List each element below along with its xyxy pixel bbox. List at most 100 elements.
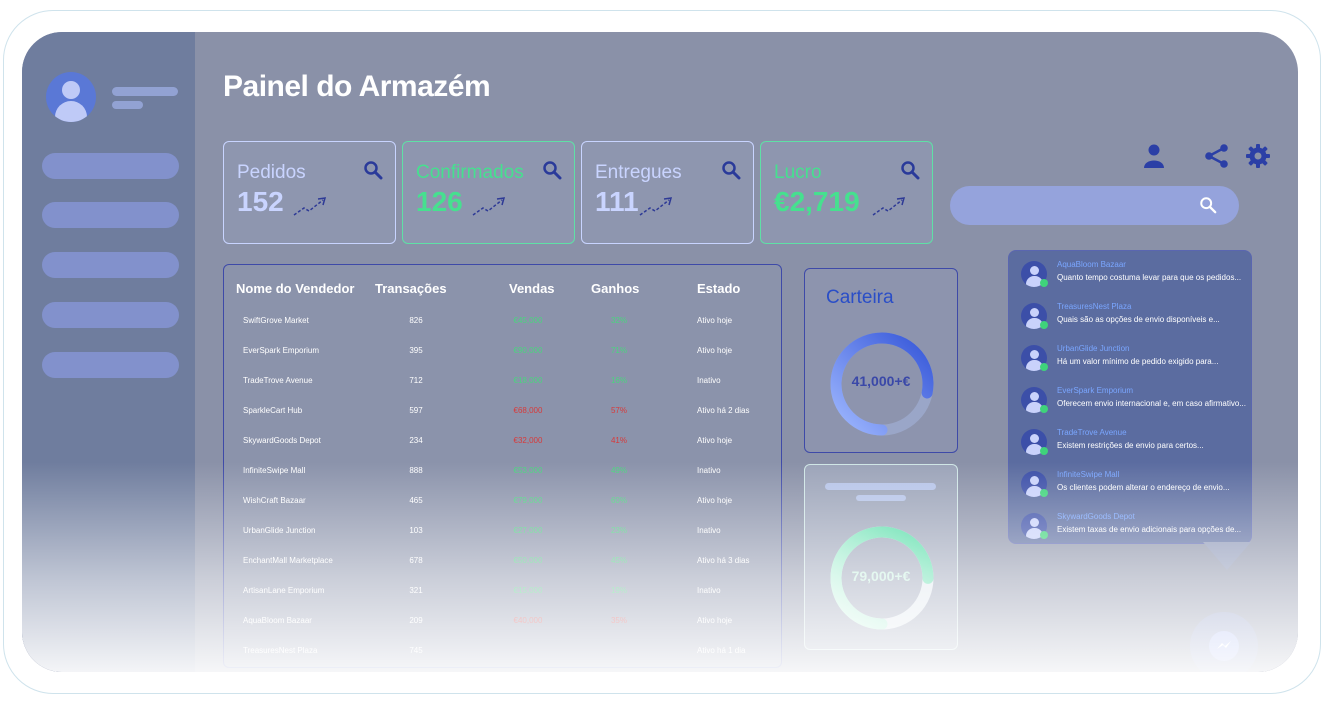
contact-avatar [1021, 429, 1047, 455]
table-row[interactable]: ArtisanLane Emporium 321 €15,000 19% Inativo [224, 577, 781, 607]
trend-up-icon [872, 197, 906, 216]
transactions-cell: 712 [409, 376, 423, 385]
transactions-cell: 234 [409, 436, 423, 445]
gear-icon[interactable] [1245, 143, 1271, 169]
vendor-name: TradeTrove Avenue [243, 376, 313, 385]
stat-card-delivered[interactable]: Entregues 111 [581, 141, 754, 244]
dashboard-window: Painel do Armazém Pedidos 152 Confirmado… [22, 32, 1298, 672]
transactions-cell: 465 [409, 496, 423, 505]
stat-value: €2,719 [774, 186, 860, 217]
table-row[interactable]: EnchantMall Marketplace 678 €50,000 45% Ativ… [224, 547, 781, 577]
chat-item[interactable]: AquaBloom Bazaar Quanto tempo costuma lev… [1009, 251, 1251, 293]
sales-cell: €68,000 [513, 406, 543, 415]
sales-cell: €18,000 [513, 376, 543, 385]
avatar-head [1030, 266, 1039, 275]
trend-up-icon [639, 197, 673, 216]
status-cell: Inativo [697, 526, 721, 535]
search-icon[interactable] [1199, 196, 1217, 214]
search-input[interactable] [950, 186, 1239, 225]
column-header-gains[interactable]: Ganhos [591, 281, 640, 296]
share-icon[interactable] [1204, 143, 1230, 169]
sales-cell: €79,000 [513, 496, 543, 505]
table-row[interactable]: SparkleCart Hub 597 €68,000 57% Ativo há 2 d… [224, 397, 781, 427]
chat-item[interactable]: EverSpark Emporium Oferecem envio interna… [1009, 377, 1251, 419]
user-icon[interactable] [1141, 143, 1167, 169]
column-header-transactions[interactable]: Transações [375, 281, 447, 296]
transactions-cell: 395 [409, 346, 423, 355]
chat-contact-name: EverSpark Emporium [1057, 386, 1134, 395]
column-header-sales[interactable]: Vendas [509, 281, 555, 296]
vendor-name: SkywardGoods Depot [243, 436, 321, 445]
status-cell: Ativo hoje [697, 316, 733, 325]
table-row[interactable]: EverSpark Emporium 395 €90,000 71% Ativo hoj… [224, 337, 781, 367]
table-row[interactable]: AquaBloom Bazaar 209 €40,000 35% Ativo hoje [224, 607, 781, 637]
vendor-name: InfiniteSwipe Mall [243, 466, 306, 475]
main-content: Painel do Armazém Pedidos 152 Confirmado… [195, 32, 1298, 672]
gains-cell: 49% [610, 466, 627, 475]
sidebar-item-4[interactable] [42, 302, 179, 328]
stat-card-profit[interactable]: Lucro €2,719 [760, 141, 933, 244]
search-icon[interactable] [542, 160, 562, 180]
status-cell: Ativo há 2 dias [697, 406, 750, 415]
messenger-button[interactable] [1190, 612, 1258, 672]
status-cell: Inativo [697, 586, 721, 595]
column-header-status[interactable]: Estado [697, 281, 741, 296]
sidebar [22, 32, 195, 672]
avatar-head [1030, 392, 1039, 401]
chat-list: AquaBloom Bazaar Quanto tempo costuma lev… [1008, 250, 1252, 544]
sidebar-item-5[interactable] [42, 352, 179, 378]
vendor-name: EnchantMall Marketplace [243, 556, 333, 565]
column-header-vendor[interactable]: Nome do Vendedor [236, 281, 355, 296]
chat-item[interactable]: TradeTrove Avenue Existem restrições de e… [1009, 419, 1251, 461]
messenger-icon [1209, 631, 1239, 661]
stat-card-orders[interactable]: Pedidos 152 [223, 141, 396, 244]
table-row[interactable]: TreasuresNest Plaza 745 Ativo há 1 dia [224, 637, 781, 667]
table-row[interactable]: SkywardGoods Depot 234 €32,000 41% Ativo hoj… [224, 427, 781, 457]
avatar-body [1026, 444, 1043, 455]
search-icon[interactable] [363, 160, 383, 180]
avatar-body [1026, 360, 1043, 371]
gains-cell: 23% [610, 526, 627, 535]
chat-item[interactable]: InfiniteSwipe Mall Os clientes podem alte… [1009, 461, 1251, 503]
sales-cell: €15,000 [513, 586, 543, 595]
profile-avatar[interactable] [46, 72, 96, 122]
gains-cell: 45% [610, 556, 627, 565]
chat-panel-tail [1203, 542, 1251, 570]
avatar-head [62, 81, 80, 99]
gains-cell: 35% [610, 616, 627, 625]
table-row[interactable]: SwiftGrove Market 826 €45,000 32% Ativo hoje [224, 307, 781, 337]
card-subtitle-placeholder [856, 495, 906, 501]
chat-message-preview: Existem restrições de envio para certos.… [1057, 441, 1204, 450]
chat-item[interactable]: SkywardGoods Depot Existem taxas de envio… [1009, 503, 1251, 545]
table-row[interactable]: WishCraft Bazaar 465 €79,000 60% Ativo hoje [224, 487, 781, 517]
sidebar-item-1[interactable] [42, 153, 179, 179]
status-cell: Inativo [697, 376, 721, 385]
sidebar-item-2[interactable] [42, 202, 179, 228]
wallet-title: Carteira [826, 287, 894, 308]
vendor-name: EverSpark Emporium [243, 346, 320, 355]
chat-item[interactable]: TreasuresNest Plaza Quais são as opções d… [1009, 293, 1251, 335]
page-title: Painel do Armazém [223, 70, 491, 103]
sales-cell: €32,000 [513, 436, 543, 445]
chat-item[interactable]: UrbanGlide Junction Há um valor mínimo de… [1009, 335, 1251, 377]
chat-contact-name: AquaBloom Bazaar [1057, 260, 1126, 269]
profile-name-placeholder [112, 87, 178, 96]
stat-label: Confirmados [416, 162, 524, 183]
online-status-dot [1040, 531, 1048, 539]
chat-message-preview: Quanto tempo costuma levar para que os p… [1057, 273, 1242, 282]
search-icon[interactable] [900, 160, 920, 180]
chat-message-preview: Oferecem envio internacional e, em caso … [1057, 399, 1246, 408]
online-status-dot [1040, 279, 1048, 287]
status-cell: Ativo há 3 dias [697, 556, 750, 565]
gains-cell: 41% [610, 436, 627, 445]
avatar-body [1026, 318, 1043, 329]
card-title-placeholder [825, 483, 936, 490]
sidebar-item-3[interactable] [42, 252, 179, 278]
online-status-dot [1040, 405, 1048, 413]
avatar-head [1030, 308, 1039, 317]
stat-card-confirmed[interactable]: Confirmados 126 [402, 141, 575, 244]
table-row[interactable]: TradeTrove Avenue 712 €18,000 16% Inativo [224, 367, 781, 397]
table-row[interactable]: UrbanGlide Junction 103 €27,000 23% Inativo [224, 517, 781, 547]
table-row[interactable]: InfiniteSwipe Mall 888 €53,000 49% Inativo [224, 457, 781, 487]
search-icon[interactable] [721, 160, 741, 180]
